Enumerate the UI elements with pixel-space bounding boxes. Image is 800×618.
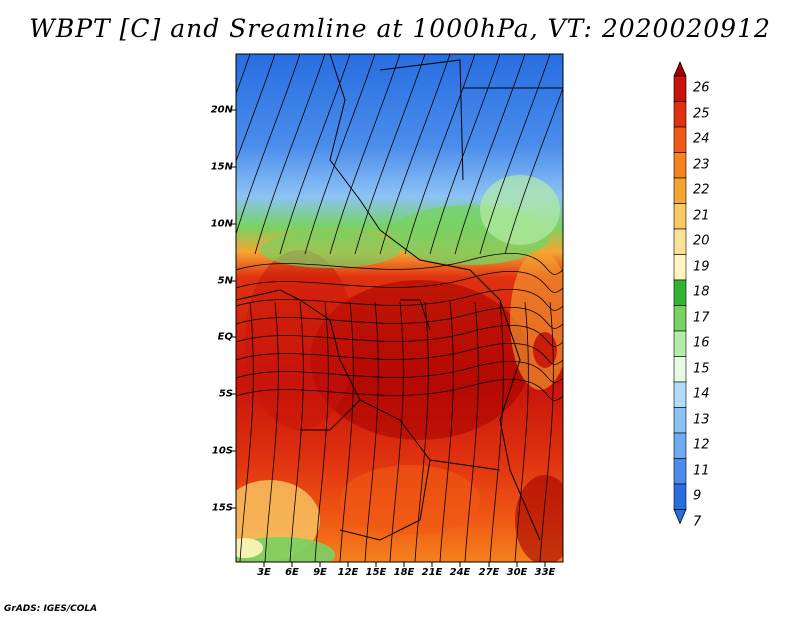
colorbar-swatch — [673, 75, 687, 102]
streamlines — [236, 54, 563, 562]
colorbar-swatch — [673, 458, 687, 485]
colorbar-swatch — [673, 228, 687, 255]
streamline — [236, 379, 563, 401]
lon-label: 3E — [257, 567, 271, 578]
colorbar-label: 16 — [693, 335, 710, 351]
streamline — [254, 54, 326, 255]
lat-label: 15S — [211, 502, 233, 514]
colorbar-label: 12 — [693, 437, 710, 453]
streamline — [429, 54, 501, 255]
colorbar-label: 22 — [693, 182, 710, 198]
streamline — [539, 301, 554, 562]
streamline — [404, 54, 476, 255]
colorbar-swatch — [673, 152, 687, 179]
colorbar-label: 19 — [693, 259, 710, 274]
colorbar-swatch — [673, 432, 687, 459]
lon-label: 33E — [534, 567, 556, 578]
lat-label: 5S — [218, 388, 233, 400]
axis-ticks — [231, 109, 546, 567]
lon-label: 12E — [337, 567, 359, 578]
colorbar-top-arrow — [673, 60, 687, 77]
colorbar-label: 20 — [693, 233, 710, 249]
streamline — [236, 289, 563, 311]
lon-label: 24E — [449, 567, 471, 578]
colorbar-label: 9 — [693, 488, 702, 504]
colorbar-swatch — [673, 381, 687, 408]
streamline — [454, 54, 526, 255]
lat-label: 20N — [210, 104, 233, 116]
map-frame — [235, 53, 564, 563]
streamline — [414, 301, 429, 562]
lon-label: 9E — [313, 567, 327, 578]
streamline — [236, 307, 563, 329]
colorbar-swatch — [673, 356, 687, 383]
footer-credit: GrADS: IGES/COLA — [4, 604, 98, 614]
map-title: WBPT [C] and Sreamline at 1000hPa, VT: 2… — [29, 14, 771, 43]
wbpt-field — [236, 54, 563, 562]
colorbar-swatch — [673, 330, 687, 357]
colorbar-swatch — [673, 279, 687, 306]
colorbar-label: 17 — [693, 310, 710, 325]
lon-label: 30E — [506, 567, 528, 578]
colorbar-swatch — [673, 483, 687, 510]
colorbar-bottom-arrow — [673, 509, 687, 525]
colorbar-label: 18 — [693, 284, 710, 300]
colorbar-label: 24 — [693, 131, 710, 147]
lon-label: 18E — [393, 567, 415, 578]
lon-label: 21E — [421, 567, 443, 578]
streamline — [479, 54, 551, 255]
lat-label: 10N — [210, 218, 233, 230]
streamline — [489, 301, 504, 562]
streamline — [364, 301, 379, 562]
colorbar-swatch — [673, 305, 687, 332]
streamline — [464, 301, 479, 562]
lat-label: EQ — [217, 331, 233, 343]
colorbar-label: 25 — [693, 106, 710, 121]
lat-label: 10S — [211, 445, 233, 457]
streamline — [279, 54, 351, 255]
colorbar-swatch — [673, 101, 687, 128]
lat-label: 5N — [217, 275, 233, 287]
streamline — [504, 87, 563, 255]
colorbar-label: 14 — [693, 386, 710, 402]
colorbar-swatch — [673, 203, 687, 230]
streamline — [236, 325, 563, 347]
streamline — [236, 54, 301, 236]
streamline — [379, 54, 451, 255]
country-borders — [236, 54, 563, 541]
colorbar-swatch — [673, 126, 687, 153]
streamline — [236, 253, 563, 275]
streamline — [236, 343, 563, 365]
colorbar-label: 13 — [693, 412, 710, 427]
streamline — [329, 54, 401, 255]
colorbar-swatch — [673, 254, 687, 281]
streamline — [439, 301, 454, 562]
streamline — [239, 301, 254, 562]
streamline — [389, 301, 404, 562]
lon-label: 15E — [365, 567, 387, 578]
streamline — [354, 54, 426, 255]
colorbar-swatch — [673, 177, 687, 204]
streamline — [514, 301, 529, 562]
colorbar-label: 7 — [693, 514, 702, 529]
colorbar-label: 26 — [693, 80, 710, 96]
streamline — [289, 301, 304, 562]
streamline — [236, 361, 563, 383]
streamline — [314, 301, 329, 562]
colorbar-label: 11 — [693, 463, 710, 478]
colorbar — [673, 60, 687, 525]
streamline — [264, 301, 279, 562]
streamline — [236, 54, 276, 163]
colorbar-label: 15 — [693, 361, 710, 376]
lon-label: 6E — [285, 567, 299, 578]
colorbar-label: 21 — [693, 208, 710, 223]
colorbar-swatch — [673, 407, 687, 434]
streamline — [236, 54, 251, 95]
streamline — [304, 54, 376, 255]
streamline — [236, 271, 563, 293]
lat-label: 15N — [210, 161, 233, 173]
lon-label: 27E — [478, 567, 500, 578]
colorbar-label: 23 — [693, 157, 710, 172]
